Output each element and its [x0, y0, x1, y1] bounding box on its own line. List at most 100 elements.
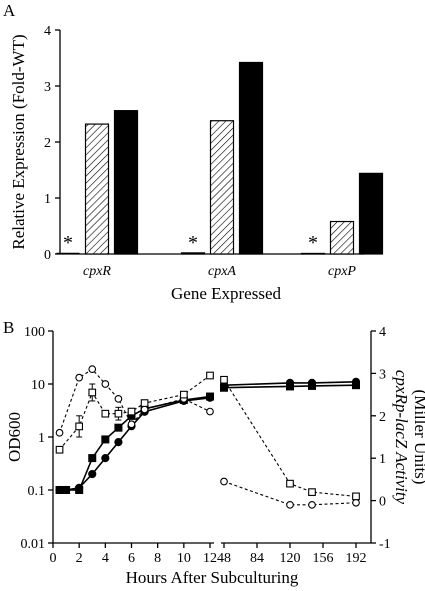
panel-b-markers [55, 365, 361, 509]
panel-b-marker [55, 445, 64, 454]
panel-a-y-tick-label: 2 [44, 136, 51, 151]
panel-b-series-line [59, 397, 211, 491]
panel-b-marker [88, 454, 97, 463]
panel-a-significance-star: * [63, 232, 73, 254]
panel-b-marker [206, 392, 214, 401]
panel-b-right-tick-label: 0 [379, 495, 386, 510]
panel-b-marker [101, 409, 110, 418]
panel-b-right-tick-label: 2 [379, 410, 386, 425]
panel-b-x-tick-label: 10 [177, 551, 191, 566]
panel-b-x-tick-label: 0 [50, 551, 57, 566]
panel-a-category-label: cpxP [328, 264, 356, 279]
panel-b-left-tick-label: 1 [38, 431, 45, 446]
panel-b-x-axis-title: Hours After Subculturing [126, 568, 299, 587]
panel-b-left-tick-label: 0.01 [21, 537, 46, 552]
panel-b-left-axis-title: OD600 [5, 412, 24, 462]
panel-b-marker [220, 375, 228, 384]
panel-b-marker [206, 371, 214, 380]
panel-a-y-tick-label: 4 [44, 24, 51, 39]
panel-a-bar [180, 252, 206, 255]
panel-b-series-line [223, 384, 357, 389]
panel-b-series-line [223, 381, 357, 386]
panel-b-marker [75, 422, 84, 431]
panel-a-y-tick-label: 0 [44, 248, 51, 263]
panel-b-right-axis-title-line-2: (Miller Units) [411, 390, 425, 485]
panel-b-right-tick-label: -1 [379, 537, 391, 552]
panel-a-bar [358, 172, 384, 255]
panel-b-marker [140, 399, 149, 407]
panel-b-x-tick-label: 4 [102, 551, 109, 566]
panel-b-x-tick-label: 192 [346, 551, 367, 566]
panel-b-marker [101, 435, 110, 444]
panel-b-series-line [223, 379, 357, 497]
panel-b-marker [352, 498, 360, 507]
panel-a-y-axis-title: Relative Expression (Fold-WT) [9, 34, 28, 249]
panel-b-x-tick-label: 120 [280, 551, 301, 566]
panel-b-series-line [58, 368, 211, 433]
panel-a-bar [300, 252, 326, 255]
panel-b-right-tick-label: 4 [379, 325, 386, 340]
panel-a-significance-star: * [308, 232, 318, 254]
panel-a-bar [84, 123, 110, 255]
panel-a-category-label: cpxR [83, 264, 111, 279]
panel-a-y-tick-label: 3 [44, 80, 51, 95]
panel-a-y-ticks: 0 1 2 3 4 [44, 24, 60, 263]
panel-b-left-tick-label: 10 [31, 378, 45, 393]
panel-b-letter: B [3, 318, 14, 337]
panel-b-x-tick-label: 8 [154, 551, 161, 566]
panel-b-marker [286, 479, 294, 488]
panel-b-marker [88, 469, 97, 479]
panel-a-significance-star: * [188, 232, 198, 254]
panel-b-left-tick-label: 0.1 [28, 484, 46, 499]
panel-b-marker [352, 381, 360, 390]
panel-b-x-tick-label: 12 [203, 551, 217, 566]
panel-b-marker [88, 388, 97, 397]
panel-b-line-chart: B OD600 cpxRp-lacZ Activity (Miller Unit… [3, 318, 425, 587]
panel-b-marker [127, 420, 136, 429]
panel-b-marker [308, 381, 316, 390]
panel-b-marker [308, 500, 316, 509]
panel-b-x-tick-label: 156 [313, 551, 334, 566]
panel-b-marker [206, 407, 214, 416]
panel-a-y-tick-label: 1 [44, 192, 51, 207]
panel-b-right-tick-label: 1 [379, 452, 386, 467]
panel-b-marker [75, 486, 84, 494]
panel-b-marker [352, 492, 360, 501]
panel-a-bars: * * * [56, 61, 384, 255]
panel-b-marker [101, 380, 110, 388]
panel-b-marker [286, 382, 294, 391]
panel-b-marker [286, 500, 294, 509]
panel-b-x-tick-label: 6 [128, 551, 135, 566]
panel-a-categories: cpxR cpxA cpxP [83, 264, 356, 279]
panel-b-left-tick-label: 100 [24, 325, 45, 340]
panel-a-bar [329, 220, 355, 255]
panel-a-bar [209, 120, 235, 255]
panel-b-marker [114, 438, 123, 447]
panel-b-marker [127, 407, 136, 416]
panel-b-x-tick-label: 2 [76, 551, 83, 566]
panel-b-marker [88, 365, 97, 374]
panel-a-category-label: cpxA [208, 264, 236, 279]
panel-b-marker [308, 488, 316, 496]
panel-b-marker [114, 394, 123, 403]
panel-b-right-tick-label: 3 [379, 367, 386, 382]
panel-b-marker [220, 383, 228, 392]
panel-b-series-line [223, 480, 357, 506]
panel-b-marker [62, 486, 71, 494]
panel-b-marker [55, 486, 64, 494]
panel-b-marker [114, 423, 123, 432]
panel-b-x-tick-label: 84 [250, 551, 264, 566]
panel-a-bar [238, 61, 264, 255]
panel-b-marker [75, 373, 84, 382]
panel-b-marker [220, 477, 228, 486]
panel-b-marker [101, 453, 110, 463]
panel-b-marker [140, 405, 149, 414]
panel-b-marker [114, 409, 123, 418]
panel-b-right-axis-title-line-1: cpxRp-lacZ Activity [392, 370, 411, 505]
panel-a-bar-chart: A Relative Expression (Fold-WT) Gene Exp… [3, 1, 384, 303]
panel-b-x-tick-label: 48 [217, 551, 231, 566]
panel-b-marker [179, 390, 188, 399]
panel-a-x-axis-title: Gene Expressed [171, 284, 281, 303]
